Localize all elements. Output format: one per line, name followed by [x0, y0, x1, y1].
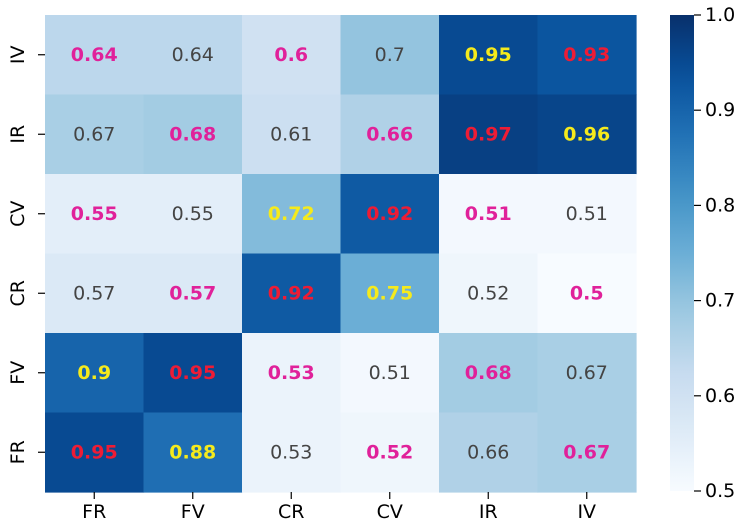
cell-value-label: 0.67 [73, 123, 115, 145]
heatmap-cell [242, 15, 342, 96]
y-tick-label: IV [7, 45, 29, 64]
cell-value-label: 0.67 [563, 441, 610, 463]
heatmap-cells [45, 15, 637, 493]
cell-value-label: 0.75 [366, 282, 413, 304]
heatmap-cell [143, 174, 243, 255]
y-tick-label: IR [7, 125, 29, 144]
heatmap-cell [340, 174, 440, 255]
heatmap-cell [242, 253, 342, 334]
cell-value-label: 0.51 [465, 203, 512, 225]
cell-value-label: 0.93 [563, 44, 610, 66]
heatmap-cell [45, 174, 145, 255]
cell-value-label: 0.52 [366, 441, 413, 463]
cell-value-label: 0.66 [467, 441, 509, 463]
x-tick-label: FR [82, 501, 106, 523]
colorbar-tick-label: 0.8 [705, 194, 735, 216]
heatmap-cell [439, 412, 539, 493]
heatmap-cell [340, 333, 440, 414]
x-tick-label: CR [278, 501, 304, 523]
heatmap-cell [340, 94, 440, 175]
heatmap-cell [45, 412, 145, 493]
cell-value-label: 0.95 [71, 441, 118, 463]
cell-value-label: 0.5 [570, 282, 604, 304]
heatmap-cell [143, 253, 243, 334]
cell-value-label: 0.9 [77, 362, 111, 384]
heatmap-cell [242, 94, 342, 175]
heatmap-cell [143, 333, 243, 414]
cell-value-label: 0.95 [169, 362, 216, 384]
heatmap-cell [143, 15, 243, 96]
heatmap-cell [45, 15, 145, 96]
cell-value-label: 0.53 [270, 441, 312, 463]
heatmap-cell [242, 174, 342, 255]
cell-value-label: 0.95 [465, 44, 512, 66]
y-axis: IV IR CV CR FV FR [7, 45, 45, 464]
heatmap-cell [537, 412, 637, 493]
colorbar-tick-label: 0.5 [705, 480, 735, 502]
cell-value-label: 0.53 [268, 362, 315, 384]
heatmap-cell [45, 253, 145, 334]
heatmap-cell [439, 174, 539, 255]
heatmap-cell [340, 253, 440, 334]
cell-value-label: 0.68 [465, 362, 512, 384]
heatmap-cell [537, 333, 637, 414]
cell-value-label: 0.92 [268, 282, 315, 304]
heatmap-cell [340, 15, 440, 96]
colorbar-tick-label: 0.6 [705, 385, 735, 407]
cell-value-label: 0.67 [566, 362, 608, 384]
x-tick-label: IR [479, 501, 498, 523]
cell-value-label: 0.96 [563, 123, 610, 145]
heatmap-cell [45, 94, 145, 175]
cell-value-label: 0.88 [169, 441, 216, 463]
cell-value-label: 0.61 [270, 123, 312, 145]
cell-value-label: 0.57 [73, 282, 115, 304]
heatmap-cell [439, 253, 539, 334]
heatmap-cell [537, 15, 637, 96]
heatmap-cell [537, 253, 637, 334]
cell-value-label: 0.66 [366, 123, 413, 145]
cell-value-label: 0.57 [169, 282, 216, 304]
x-tick-label: FV [181, 501, 205, 523]
cell-value-label: 0.64 [172, 44, 214, 66]
cell-value-label: 0.55 [71, 203, 118, 225]
cell-value-label: 0.97 [465, 123, 512, 145]
cell-value-label: 0.64 [71, 44, 118, 66]
colorbar-tick-label: 0.9 [705, 99, 735, 121]
heatmap-cell [242, 333, 342, 414]
cell-value-label: 0.6 [274, 44, 308, 66]
x-tick-label: CV [377, 501, 403, 523]
x-tick-label: IV [577, 501, 596, 523]
heatmap-cell [439, 15, 539, 96]
colorbar: 0.5 0.6 0.7 0.8 0.9 1.0 [670, 4, 735, 502]
y-tick-label: CV [7, 201, 29, 227]
cell-value-label: 0.72 [268, 203, 315, 225]
cell-value-label: 0.52 [467, 282, 509, 304]
heatmap-cell [45, 333, 145, 414]
cell-value-label: 0.51 [566, 203, 608, 225]
x-axis: FR FV CR CV IR IV [82, 492, 596, 523]
heatmap-cell [537, 94, 637, 175]
heatmap-cell [340, 412, 440, 493]
heatmap-cell [537, 174, 637, 255]
y-tick-label: FR [7, 440, 29, 464]
cell-value-label: 0.68 [169, 123, 216, 145]
cell-value-label: 0.92 [366, 203, 413, 225]
heatmap-cell [242, 412, 342, 493]
colorbar-tick-label: 1.0 [705, 4, 735, 26]
heatmap-cell [143, 412, 243, 493]
heatmap-cell [143, 94, 243, 175]
cell-value-label: 0.55 [172, 203, 214, 225]
heatmap-cell [439, 333, 539, 414]
y-tick-label: CR [7, 280, 29, 306]
colorbar-gradient [670, 15, 694, 491]
heatmap-cell-labels: 0.64 0.64 0.6 0.7 0.95 0.93 0.67 0.68 0.61 0.66 0.… [71, 44, 610, 464]
cell-value-label: 0.7 [375, 44, 405, 66]
y-tick-label: FV [7, 361, 29, 385]
cell-value-label: 0.51 [369, 362, 411, 384]
colorbar-tick-label: 0.7 [705, 290, 735, 312]
heatmap-cell [439, 94, 539, 175]
